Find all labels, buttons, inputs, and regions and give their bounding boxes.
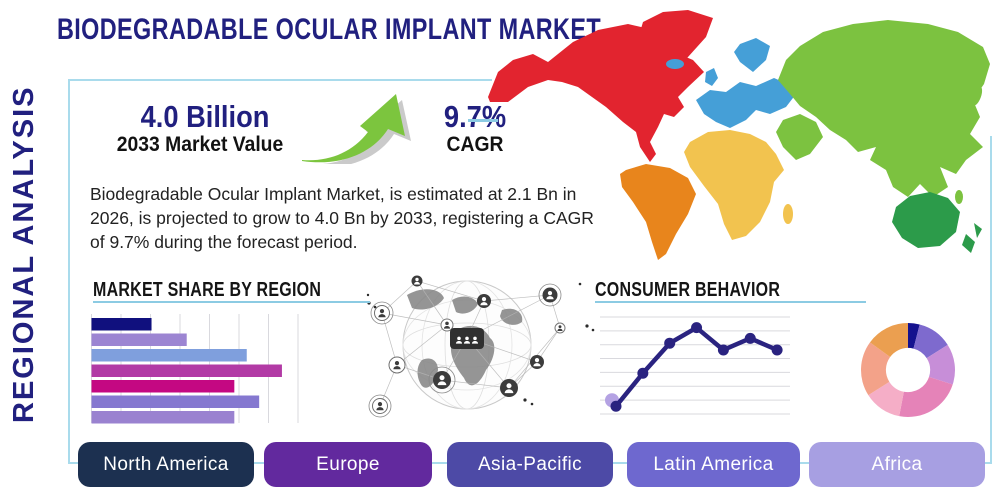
map-iceland: [666, 59, 684, 69]
map-japan: [971, 86, 983, 106]
map-north-america: [488, 24, 704, 162]
meeting-icon: [450, 328, 484, 349]
consumer-behavior-donut-chart: [861, 323, 955, 418]
market-share-heading: MARKET SHARE BY REGION: [93, 279, 322, 301]
consumer-behavior-line-chart: [600, 316, 790, 415]
decorative-connector-line: [468, 119, 498, 122]
consumer-behavior-underline: [595, 301, 866, 303]
growth-arrow-icon: [302, 94, 411, 164]
panel-border-left: [68, 79, 70, 464]
page-title: BIODEGRADABLE OCULAR IMPLANT MARKET: [57, 13, 602, 46]
map-middle-east: [776, 114, 823, 160]
map-new-zealand-south: [962, 234, 975, 253]
region-button-africa[interactable]: Africa: [809, 442, 985, 487]
map-south-america: [620, 164, 696, 260]
region-button-latin-america[interactable]: Latin America: [627, 442, 800, 487]
region-button-asia-pacific[interactable]: Asia-Pacific: [447, 442, 613, 487]
map-europe: [696, 78, 796, 128]
map-britain: [705, 68, 718, 86]
market-share-bar-chart: [91, 314, 299, 424]
region-button-north-america[interactable]: North America: [78, 442, 254, 487]
market-value-caption: 2033 Market Value: [116, 133, 284, 156]
map-madagascar: [783, 204, 793, 224]
market-value: 4.0 Billion: [140, 99, 270, 134]
map-africa: [684, 130, 784, 240]
map-new-zealand-north: [974, 223, 982, 238]
market-description: Biodegradable Ocular Implant Market, is …: [90, 184, 594, 252]
regional-analysis-label: REGIONAL ANALYSIS: [8, 85, 40, 424]
world-map: [488, 10, 990, 260]
map-scandinavia: [734, 38, 770, 72]
market-share-underline: [93, 301, 370, 303]
panel-border-top: [68, 79, 492, 81]
map-australia: [892, 192, 960, 248]
consumer-behavior-heading: CONSUMER BEHAVIOR: [595, 279, 781, 301]
cagr-value: 9.7%: [443, 99, 507, 134]
network-nodes: [368, 275, 566, 418]
region-button-europe[interactable]: Europe: [264, 442, 432, 487]
globe-network-illustration: [366, 275, 595, 418]
map-greenland: [640, 10, 713, 72]
map-philippines: [955, 190, 963, 204]
panel-border-right: [990, 136, 992, 464]
map-asia: [778, 20, 990, 197]
cagr-caption: CAGR: [446, 133, 504, 156]
